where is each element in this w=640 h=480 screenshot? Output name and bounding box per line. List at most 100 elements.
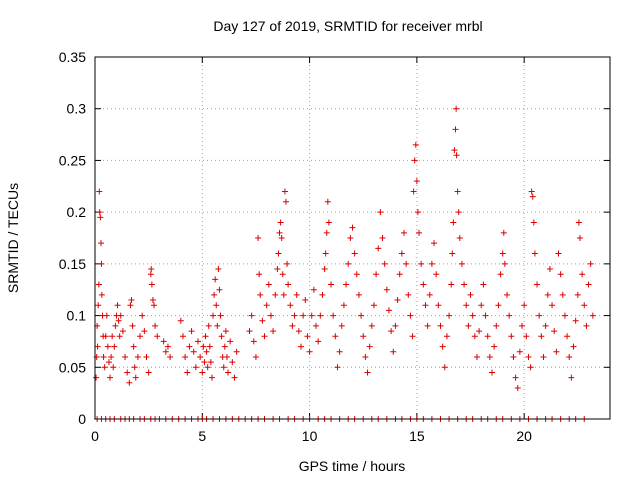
data-point	[184, 369, 191, 376]
data-point	[454, 188, 461, 195]
data-point	[463, 302, 470, 309]
grid-lines	[95, 57, 610, 419]
data-point	[126, 379, 133, 386]
data-point	[500, 229, 507, 236]
data-point	[98, 260, 105, 267]
data-point	[530, 219, 537, 226]
data-point	[536, 312, 543, 319]
data-point	[96, 188, 103, 195]
data-point	[211, 291, 218, 298]
data-point	[553, 348, 560, 355]
data-point	[221, 343, 228, 350]
y-tick-label: 0.35	[59, 49, 86, 65]
data-point	[373, 271, 380, 278]
data-point	[179, 333, 186, 340]
data-point	[467, 291, 474, 298]
data-point	[355, 291, 362, 298]
data-point	[461, 281, 468, 288]
data-point	[248, 312, 255, 319]
data-point	[499, 250, 506, 257]
data-point	[131, 364, 138, 371]
data-point	[137, 333, 144, 340]
data-point	[325, 219, 332, 226]
data-point	[110, 364, 117, 371]
data-point	[538, 333, 545, 340]
data-point	[411, 157, 418, 164]
data-point	[414, 209, 421, 216]
data-point	[98, 240, 105, 247]
data-point	[433, 271, 440, 278]
data-point	[385, 307, 392, 314]
data-point	[546, 266, 553, 273]
data-point	[358, 312, 365, 319]
data-point	[255, 235, 262, 241]
data-point	[127, 302, 134, 309]
data-point	[188, 328, 195, 335]
data-point	[534, 281, 541, 288]
data-point	[332, 333, 339, 340]
data-point	[119, 328, 126, 335]
data-point	[575, 219, 582, 226]
data-point	[279, 271, 286, 278]
data-point	[208, 374, 215, 381]
data-point	[277, 219, 284, 226]
data-point	[512, 374, 519, 381]
data-point	[394, 297, 401, 304]
data-point	[353, 271, 360, 278]
data-point	[227, 338, 234, 345]
data-point	[112, 322, 119, 329]
data-point	[284, 260, 291, 267]
data-point	[377, 209, 384, 216]
data-point	[418, 260, 425, 267]
data-point	[581, 302, 588, 309]
data-point	[379, 235, 386, 241]
data-point	[218, 333, 225, 340]
data-point	[300, 312, 307, 319]
data-point	[338, 322, 345, 329]
data-point	[164, 343, 171, 350]
data-point	[401, 229, 407, 236]
data-point	[270, 328, 277, 335]
data-point	[210, 312, 217, 319]
data-point	[564, 333, 571, 340]
data-point	[410, 188, 417, 195]
data-point	[566, 353, 573, 360]
data-point	[225, 369, 232, 376]
y-tick-label: 0.3	[67, 101, 87, 117]
data-point	[108, 353, 115, 360]
data-point	[437, 322, 444, 329]
data-point	[111, 343, 118, 350]
data-point	[295, 328, 302, 335]
data-point	[276, 229, 283, 236]
data-point	[148, 281, 155, 288]
data-point	[97, 214, 104, 221]
data-point	[561, 312, 568, 319]
data-point	[465, 322, 472, 329]
data-point	[360, 333, 367, 340]
data-point	[213, 302, 220, 309]
data-point	[469, 312, 476, 319]
data-point	[493, 322, 500, 329]
data-point	[231, 374, 238, 381]
x-axis-label: GPS time / hours	[299, 458, 406, 474]
data-point	[93, 374, 100, 381]
data-point	[422, 302, 429, 309]
y-tick-label: 0.25	[59, 152, 86, 168]
data-point	[383, 286, 390, 293]
data-point	[212, 276, 219, 283]
data-point	[519, 322, 526, 329]
data-point	[291, 312, 298, 319]
data-point	[486, 353, 493, 360]
data-point	[96, 209, 103, 216]
axis-ticks: 0 5 10 15 20 0 0.05 0.1 0.15 0.2 0.25 0.3 0.35	[59, 49, 610, 444]
data-point	[458, 260, 465, 267]
data-point	[102, 333, 109, 340]
data-point	[203, 348, 210, 355]
data-point	[572, 317, 579, 324]
data-point	[443, 333, 450, 340]
data-point	[220, 364, 227, 371]
data-point	[274, 266, 281, 273]
data-point	[491, 343, 498, 350]
data-point	[101, 364, 108, 371]
y-tick-label: 0	[78, 411, 86, 427]
